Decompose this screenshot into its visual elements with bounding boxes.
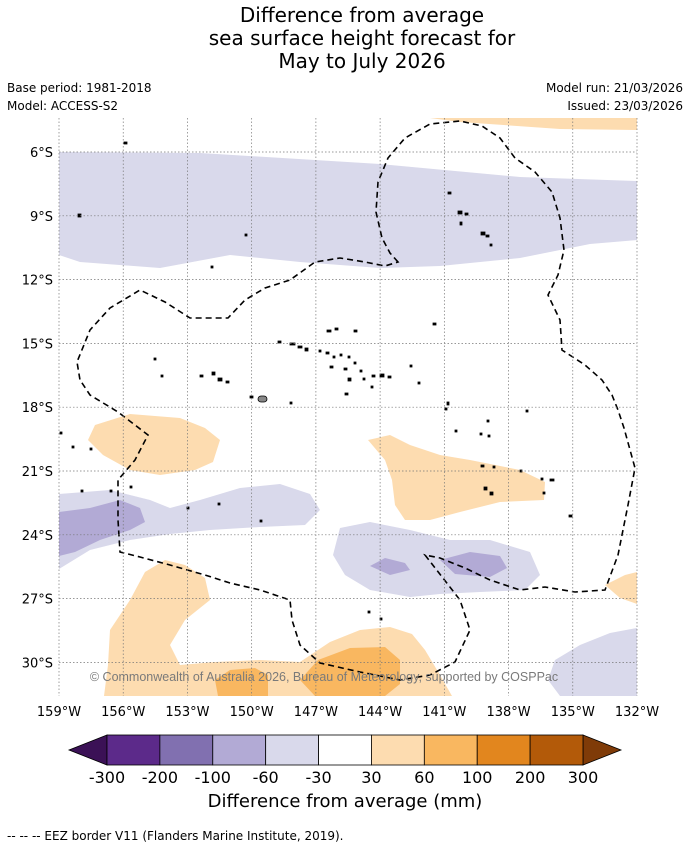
title-line-1: Difference from average: [239, 3, 485, 27]
colorbar-label: Difference from average (mm): [207, 791, 483, 812]
colorbar-swatch: [423, 734, 478, 766]
anomaly-positive-west: [88, 414, 220, 475]
colorbar-tick-label: -200: [142, 768, 178, 787]
colorbar-tick-label: -100: [195, 768, 231, 787]
lon-tick-label: 153°W: [165, 705, 209, 720]
anomaly-core-central-b: [440, 552, 507, 577]
issued-date: Issued: 23/03/2026: [567, 99, 683, 113]
lat-tick-label: 21°S: [22, 465, 53, 480]
anomaly-mid-south-b: [300, 647, 400, 696]
lon-tick-label: 147°W: [294, 705, 338, 720]
anomaly-band-south-east: [548, 628, 637, 696]
title-line-2: sea surface height forecast for: [208, 26, 516, 50]
model-name: Model: ACCESS-S2: [7, 99, 119, 113]
lon-tick-label: 141°W: [422, 705, 466, 720]
colorbar-tick-label: -300: [89, 768, 125, 787]
colorbar-extend-low: [67, 734, 108, 766]
colorbar-tick-label: -30: [305, 768, 331, 787]
anomaly-field: [59, 118, 637, 696]
colorbar-tick-label: 100: [462, 768, 493, 787]
colorbar-swatch: [529, 734, 584, 766]
lon-tick-label: 159°W: [37, 705, 81, 720]
title-line-3: May to July 2026: [278, 49, 446, 73]
colorbar-tick-label: 30: [361, 768, 381, 787]
colorbar-extend-high: [582, 734, 623, 766]
meta-left: Base period: 1981-2018 Model: ACCESS-S2: [7, 79, 152, 115]
colorbar-swatch: [371, 734, 425, 766]
base-period: Base period: 1981-2018: [7, 81, 152, 95]
lat-tick-label: 9°S: [30, 210, 53, 225]
axis-labels: 6°S 9°S 12°S 15°S 18°S 21°S 24°S 27°S 30°S 159°W 1…: [22, 146, 660, 720]
eez-footnote: -- -- -- EEZ border V11 (Flanders Marine…: [7, 829, 344, 843]
lat-tick-label: 24°S: [22, 529, 53, 544]
map-title: Difference from average sea surface heig…: [0, 4, 690, 73]
anomaly-mid-south-a: [215, 668, 268, 696]
lon-tick-label: 144°W: [358, 705, 402, 720]
lat-tick-label: 15°S: [22, 337, 53, 352]
lon-tick-label: 135°W: [551, 705, 595, 720]
copyright-text: © Commonwealth of Australia 2026, Bureau…: [90, 670, 558, 684]
anomaly-positive-south-east: [605, 572, 637, 604]
anomaly-band-north: [59, 152, 637, 268]
colorbar-tick-label: 300: [568, 768, 599, 787]
eez-border: [76, 120, 636, 681]
anomaly-core-central-a: [370, 558, 410, 575]
model-run: Model run: 21/03/2026: [545, 81, 683, 95]
lon-tick-label: 132°W: [615, 705, 659, 720]
colorbar-tick-label: 200: [515, 768, 546, 787]
lat-tick-label: 6°S: [30, 146, 53, 161]
lat-tick-label: 18°S: [22, 401, 53, 416]
islands: [59, 141, 573, 621]
colorbar-tick-label: -60: [253, 768, 279, 787]
colorbar-swatch: [265, 734, 319, 766]
anomaly-band-south-central: [333, 522, 540, 597]
anomaly-positive-top: [430, 118, 637, 130]
lat-tick-label: 27°S: [22, 593, 53, 608]
meta-right: Model run: 21/03/2026 Issued: 23/03/2026: [546, 79, 683, 115]
colorbar: -300 -200 -100 -60 -30 30 60 100 200 300: [67, 734, 623, 787]
colorbar-swatch: [106, 734, 161, 766]
colorbar-swatch: [476, 734, 531, 766]
lon-tick-label: 156°W: [101, 705, 145, 720]
colorbar-tick-label: 60: [414, 768, 434, 787]
colorbar-swatch: [212, 734, 267, 766]
lon-tick-label: 138°W: [486, 705, 530, 720]
colorbar-swatch: [318, 734, 372, 766]
colorbar-swatch: [159, 734, 214, 766]
anomaly-positive-east: [368, 435, 545, 520]
lon-tick-label: 150°W: [230, 705, 274, 720]
lat-tick-label: 30°S: [22, 656, 53, 671]
lat-tick-label: 12°S: [22, 274, 53, 289]
